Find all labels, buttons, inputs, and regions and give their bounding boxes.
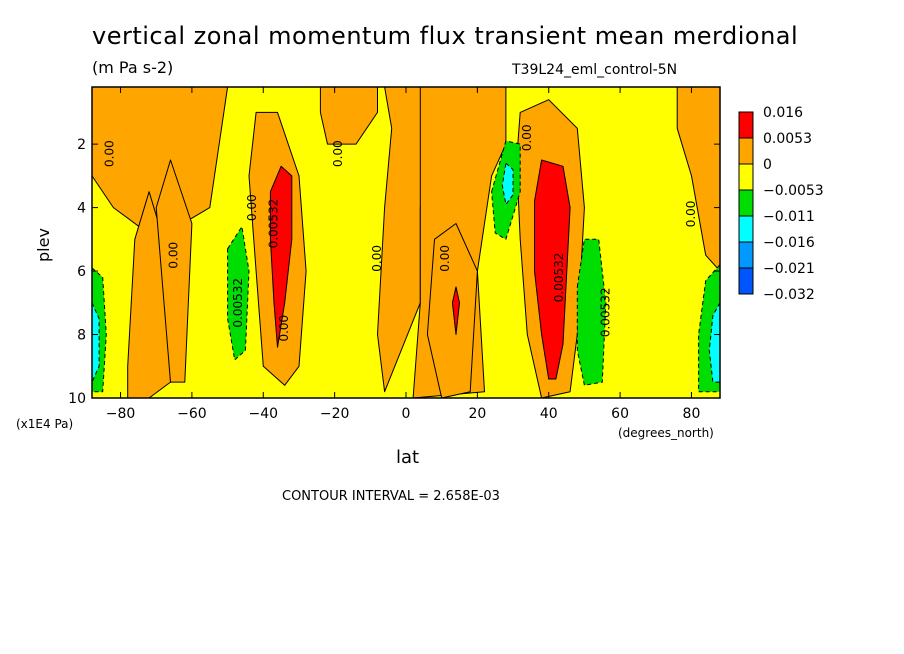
legend-label-4: −0.011 [763,209,815,225]
contour-label-12: 0.00 [684,201,698,228]
contour-label-2: 0.00 [245,194,259,221]
x-tick-label-0: −80 [106,406,136,422]
contour-label-4: 0.00 [277,315,291,342]
x-tick-label-6: 40 [540,406,558,422]
x-axis-units: (degrees_north) [618,426,714,440]
contour-region-pos-2 [451,286,460,335]
legend-label-0: 0.016 [763,105,803,121]
contour-label-3: 0.00532 [267,199,281,249]
legend-swatch-3 [738,189,754,217]
legend-label-6: −0.021 [763,261,815,277]
contour-region-pos-0 [269,165,293,348]
contour-label-10: 0.00532 [552,253,566,303]
contour-label-5: 0.00532 [231,278,245,328]
x-tick-label-4: 0 [402,406,411,422]
x-tick-label-3: −20 [320,406,350,422]
legend-swatch-0 [738,111,754,139]
contour-label-11: 0.00532 [598,288,612,338]
contour-region-pos-1 [534,159,571,380]
y-axis-units: (x1E4 Pa) [16,417,74,431]
legend-swatch-2 [738,163,754,191]
y-tick-label-1: 4 [77,201,86,217]
legend-swatch-1 [738,137,754,165]
legend-label-1: 0.0053 [763,131,812,147]
run-label: T39L24_eml_control-5N [512,62,678,78]
x-tick-label-2: −40 [248,406,278,422]
x-tick-label-5: 20 [468,406,486,422]
chart-units: (m Pa s-2) [92,58,174,77]
contour-label-8: 0.00 [438,245,452,272]
contour-label-6: 0.00 [331,140,345,167]
y-tick-label-2: 6 [77,264,86,280]
legend-label-7: −0.032 [763,287,815,303]
y-tick-label-3: 8 [77,328,86,344]
contour-region-neg-2 [576,238,607,386]
x-axis-label: lat [396,447,420,468]
contour-region-neg-0 [227,226,250,361]
legend-label-3: −0.0053 [763,183,824,199]
contour-region-neg-0 [501,162,514,205]
contour-interval-note: CONTOUR INTERVAL = 2.658E-03 [282,489,500,504]
contour-label-0: 0.00 [102,140,116,167]
contour-label-7: 0.00 [370,245,384,272]
x-tick-label-7: 60 [611,406,629,422]
legend-swatch-6 [738,267,754,295]
contour-label-1: 0.00 [167,242,181,269]
chart-title: vertical zonal momentum flux transient m… [92,22,799,50]
contour-label-9: 0.00 [520,124,534,151]
legend-swatch-4 [738,215,754,243]
y-tick-label-4: 10 [68,391,86,407]
contour-region-pos-2 [155,159,193,383]
x-tick-label-1: −60 [177,406,207,422]
legend-label-2: 0 [763,157,772,173]
contour-region-pos-7 [426,223,478,399]
y-tick-label-0: 2 [77,137,86,153]
legend-swatch-5 [738,241,754,269]
x-tick-label-8: 80 [683,406,701,422]
legend-label-5: −0.016 [763,235,815,251]
